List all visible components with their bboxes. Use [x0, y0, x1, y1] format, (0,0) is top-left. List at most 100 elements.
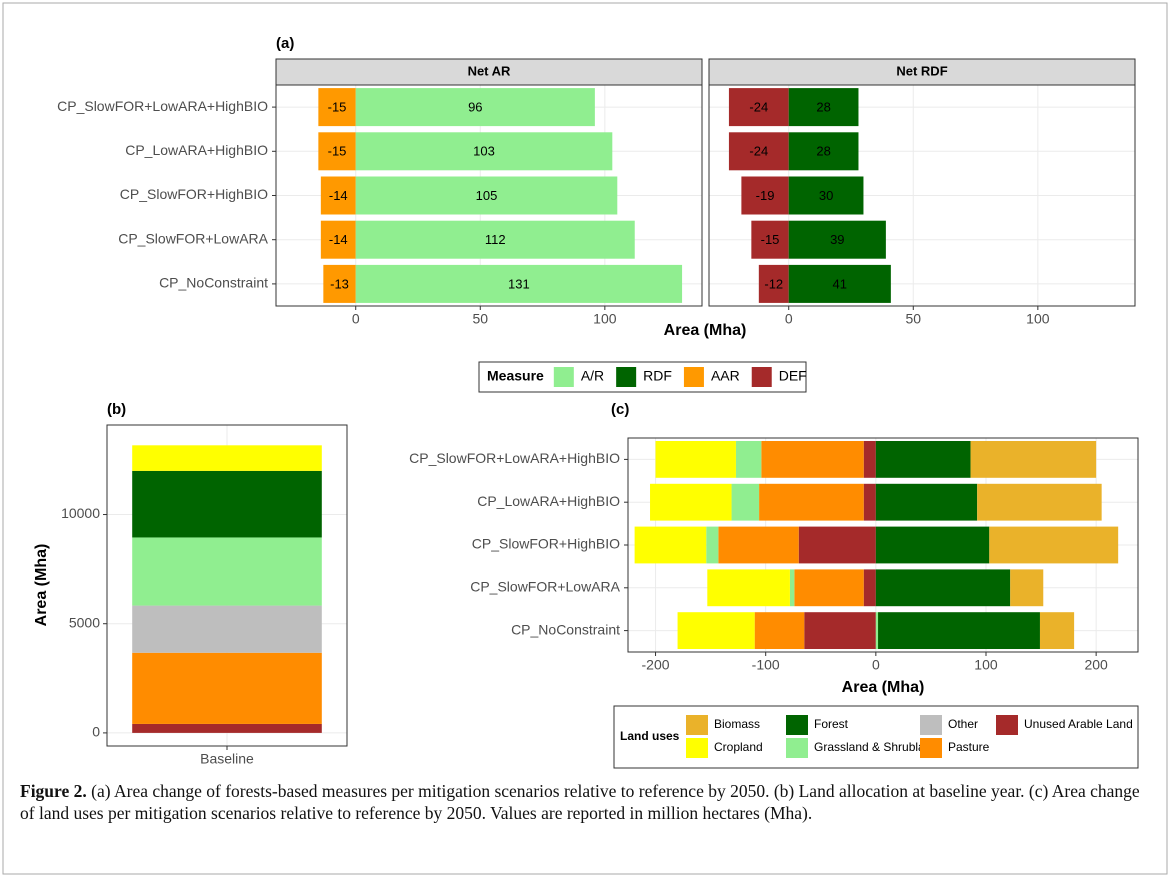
legend-label: Biomass [714, 717, 760, 731]
bar-segment [798, 526, 876, 564]
bar-segment [707, 569, 790, 607]
bar-segment [751, 220, 789, 259]
bar-segment [132, 537, 322, 606]
x-tick-label: -200 [642, 657, 670, 673]
bar-segment [788, 132, 859, 171]
bar-segment [320, 220, 356, 259]
bar-segment [741, 176, 789, 215]
bar-segment [677, 612, 755, 650]
bar-segment [132, 470, 322, 538]
bar-segment [875, 440, 971, 478]
x-tick-label: 0 [785, 311, 793, 327]
y-tick-label: 5000 [69, 614, 100, 630]
bar-segment [875, 526, 990, 564]
bar-segment [875, 612, 879, 650]
x-axis-title: Area (Mha) [664, 322, 747, 339]
bar-segment [759, 483, 864, 521]
legend-key [751, 367, 772, 387]
value-label: -14 [329, 188, 348, 203]
caption-text: (a) Area change of forests-based measure… [20, 781, 1140, 823]
bar-segment [355, 132, 613, 171]
y-tick-label: 10000 [61, 505, 100, 521]
bar-segment [735, 440, 762, 478]
x-tick-label: Baseline [200, 751, 254, 767]
x-tick-label: 100 [593, 311, 617, 327]
value-label: 39 [830, 232, 844, 247]
legend-key [786, 715, 808, 735]
panel-border [708, 84, 1136, 307]
bar-segment [655, 440, 736, 478]
bar-segment [863, 483, 876, 521]
value-label: 41 [833, 276, 847, 291]
bar-segment [789, 569, 795, 607]
bar-segment [132, 652, 322, 724]
legend-title: Measure [487, 368, 544, 384]
bar-segment [320, 176, 356, 215]
bar-segment [794, 569, 864, 607]
bar-segment [132, 723, 322, 733]
legend-key [786, 738, 808, 758]
value-label: -13 [330, 276, 349, 291]
bar-segment [804, 612, 876, 650]
legend-label: Forest [814, 717, 849, 731]
legend-label: Pasture [948, 740, 990, 754]
bar-segment [875, 569, 1011, 607]
legend-label: RDF [643, 368, 672, 384]
bar-segment [650, 483, 732, 521]
value-label: 96 [468, 100, 482, 115]
value-label: 28 [816, 100, 830, 115]
facet-title: Net AR [468, 63, 511, 78]
bar-segment [318, 88, 356, 127]
legend-label: DEF [779, 368, 807, 384]
x-tick-label: -100 [752, 657, 780, 673]
bar-segment [355, 264, 683, 303]
legend-label: A/R [581, 368, 604, 384]
y-tick-label: CP_SlowFOR+LowARA+HighBIO [409, 450, 620, 466]
value-label: 103 [473, 144, 495, 159]
legend-key [920, 715, 942, 735]
bar-segment [318, 132, 356, 171]
bar-segment [728, 88, 789, 127]
bar-segment [132, 445, 322, 471]
facet-title: Net RDF [896, 63, 947, 78]
y-tick-label: CP_SlowFOR+LowARA+HighBIO [57, 98, 268, 114]
y-tick-label: CP_SlowFOR+LowARA [118, 230, 268, 246]
y-tick-label: CP_LowARA+HighBIO [125, 142, 268, 158]
bar-segment [970, 440, 1097, 478]
y-tick-label: CP_SlowFOR+HighBIO [472, 536, 620, 552]
bar-segment [989, 526, 1119, 564]
legend-key [683, 367, 704, 387]
bar-segment [875, 483, 978, 521]
legend-box [478, 361, 807, 393]
bar-segment [863, 440, 876, 478]
bar-segment [878, 612, 1040, 650]
legend-label: Other [948, 717, 978, 731]
y-tick-label: CP_SlowFOR+HighBIO [120, 186, 268, 202]
y-tick-label: CP_LowARA+HighBIO [477, 493, 620, 509]
value-label: 105 [476, 188, 498, 203]
panel-label: (b) [107, 401, 126, 418]
bar-segment [977, 483, 1102, 521]
legend-label: Cropland [714, 740, 763, 754]
bar-segment [788, 264, 891, 303]
legend-title: Land uses [620, 729, 680, 743]
legend-key [553, 367, 574, 387]
legend-label: Grassland & Shrubland [814, 740, 938, 754]
caption-label: Figure 2. [20, 781, 87, 801]
value-label: -24 [749, 144, 768, 159]
legend-key [686, 738, 708, 758]
value-label: -15 [761, 232, 780, 247]
bar-segment [355, 88, 595, 127]
legend-key [920, 738, 942, 758]
value-label: -15 [328, 100, 347, 115]
value-label: 30 [819, 188, 833, 203]
bar-segment [718, 526, 799, 564]
y-tick-label: CP_NoConstraint [511, 621, 620, 637]
bar-segment [788, 88, 859, 127]
value-label: 131 [508, 276, 530, 291]
bar-segment [634, 526, 707, 564]
legend-key [616, 367, 637, 387]
bar-segment [706, 526, 719, 564]
